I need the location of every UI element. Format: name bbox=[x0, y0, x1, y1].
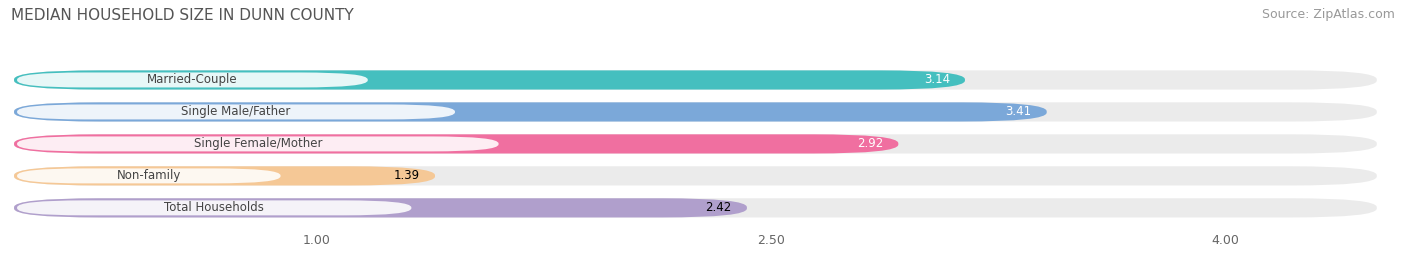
FancyBboxPatch shape bbox=[14, 134, 898, 154]
Text: 3.14: 3.14 bbox=[924, 73, 950, 86]
FancyBboxPatch shape bbox=[17, 104, 456, 119]
Text: Source: ZipAtlas.com: Source: ZipAtlas.com bbox=[1261, 8, 1395, 21]
FancyBboxPatch shape bbox=[14, 70, 965, 90]
Text: 3.41: 3.41 bbox=[1005, 105, 1032, 118]
Text: 2.42: 2.42 bbox=[706, 201, 731, 214]
Text: Married-Couple: Married-Couple bbox=[148, 73, 238, 86]
FancyBboxPatch shape bbox=[17, 168, 281, 183]
FancyBboxPatch shape bbox=[17, 136, 499, 151]
FancyBboxPatch shape bbox=[14, 166, 434, 186]
Text: Total Households: Total Households bbox=[165, 201, 264, 214]
Text: 2.92: 2.92 bbox=[856, 137, 883, 150]
FancyBboxPatch shape bbox=[14, 166, 1376, 186]
FancyBboxPatch shape bbox=[14, 70, 1376, 90]
FancyBboxPatch shape bbox=[14, 134, 1376, 154]
FancyBboxPatch shape bbox=[14, 198, 747, 217]
Text: Single Female/Mother: Single Female/Mother bbox=[194, 137, 322, 150]
FancyBboxPatch shape bbox=[14, 102, 1376, 122]
Text: MEDIAN HOUSEHOLD SIZE IN DUNN COUNTY: MEDIAN HOUSEHOLD SIZE IN DUNN COUNTY bbox=[11, 8, 354, 23]
Text: 1.39: 1.39 bbox=[394, 169, 420, 182]
FancyBboxPatch shape bbox=[17, 200, 412, 215]
Text: Non-family: Non-family bbox=[117, 169, 181, 182]
FancyBboxPatch shape bbox=[17, 72, 368, 87]
Text: Single Male/Father: Single Male/Father bbox=[181, 105, 291, 118]
FancyBboxPatch shape bbox=[14, 102, 1046, 122]
FancyBboxPatch shape bbox=[14, 198, 1376, 217]
